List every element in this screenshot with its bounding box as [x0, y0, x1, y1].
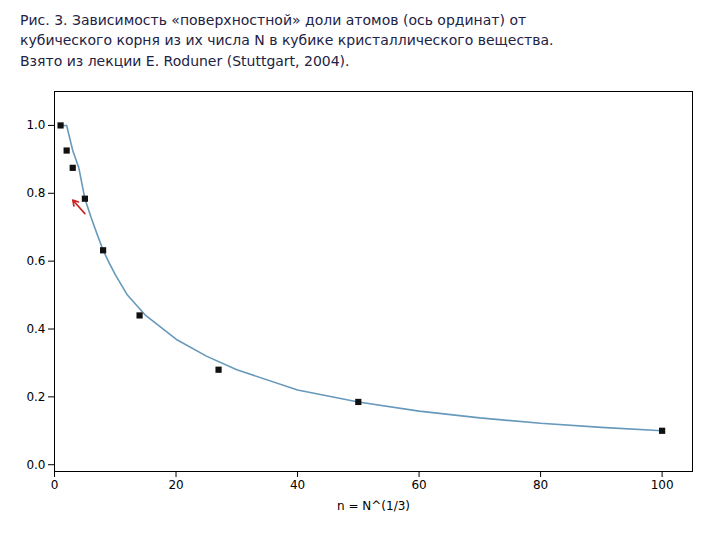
- svg-text:60: 60: [411, 478, 426, 492]
- svg-text:80: 80: [533, 478, 548, 492]
- svg-text:20: 20: [168, 478, 183, 492]
- svg-text:40: 40: [290, 478, 305, 492]
- svg-text:0.8: 0.8: [26, 186, 45, 200]
- svg-text:0.6: 0.6: [26, 254, 45, 268]
- svg-text:0.4: 0.4: [26, 322, 45, 336]
- svg-text:0.2: 0.2: [26, 390, 45, 404]
- svg-text:0: 0: [51, 478, 59, 492]
- svg-text:n = N^(1/3): n = N^(1/3): [337, 498, 410, 512]
- svg-text:1.0: 1.0: [26, 118, 45, 132]
- svg-text:0.0: 0.0: [26, 457, 45, 471]
- svg-text:100: 100: [651, 478, 674, 492]
- html-text:Рис. 3. Зависимость «поверхнос: Рис. 3. Зависимость «поверхностной» доли…: [20, 12, 554, 69]
